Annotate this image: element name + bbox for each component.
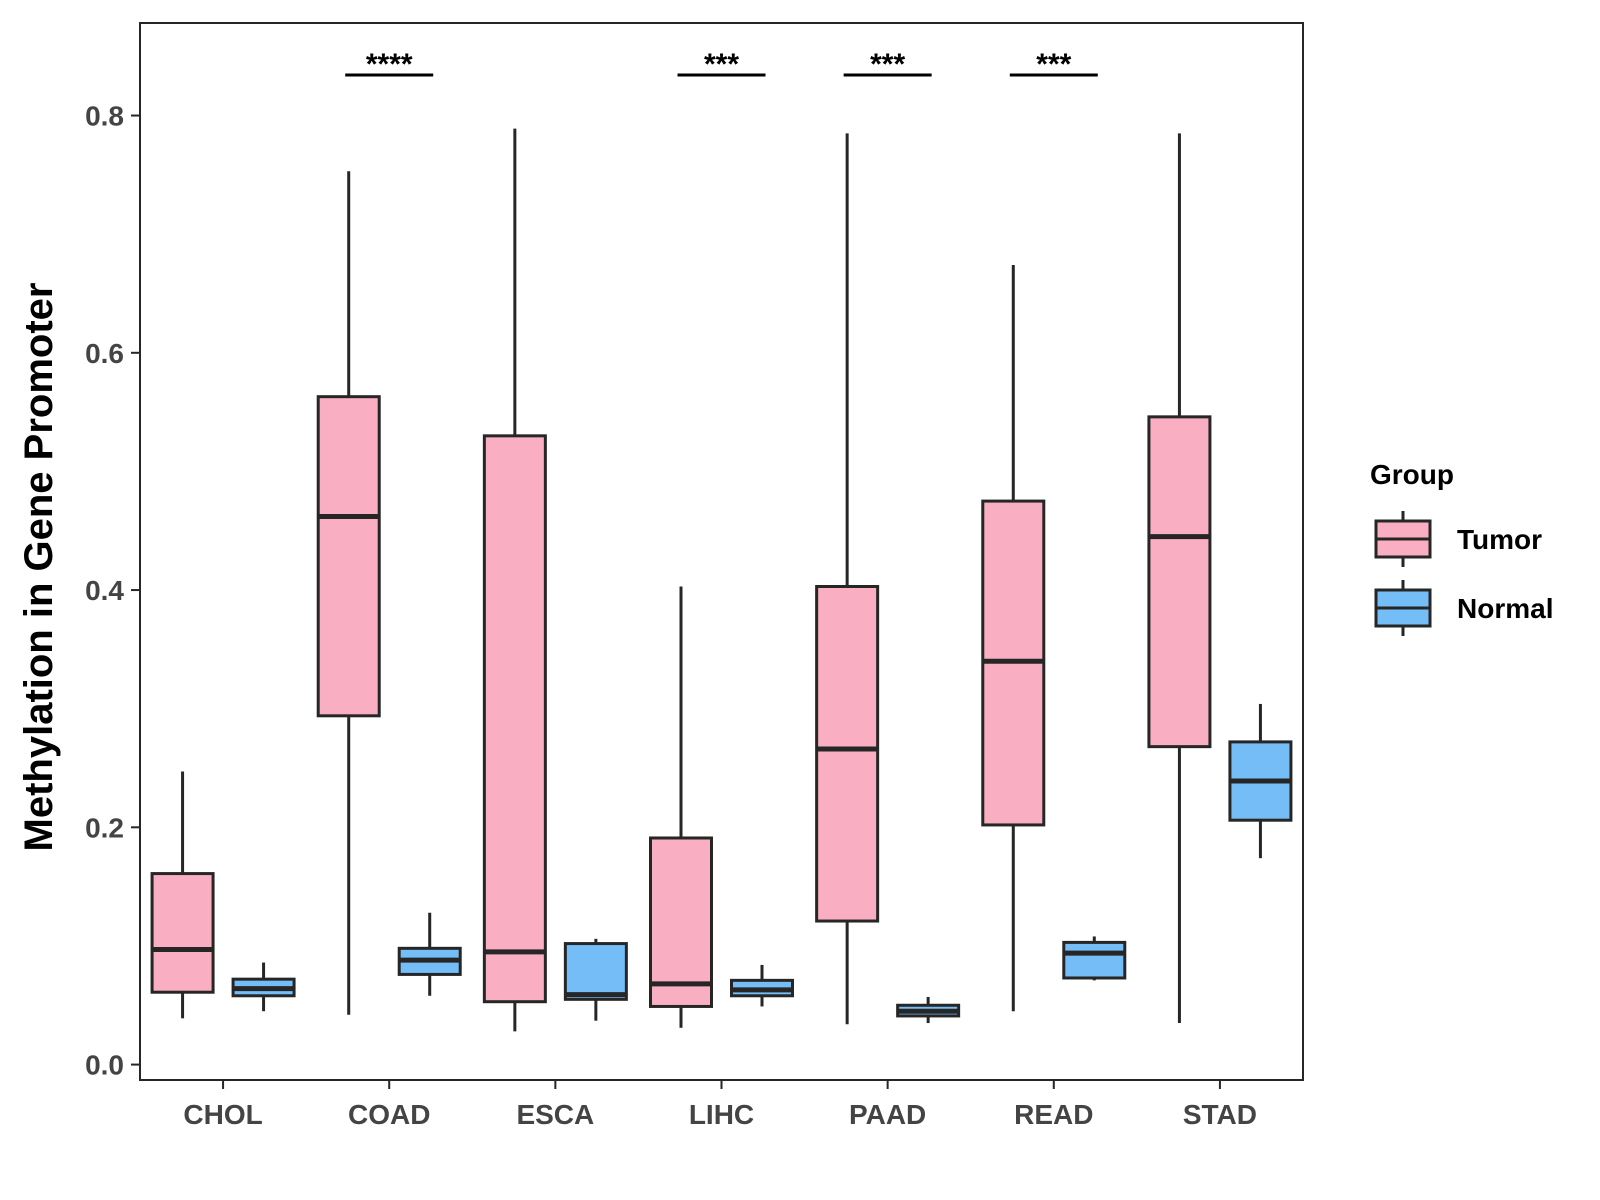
significance-label: *** <box>1036 48 1071 81</box>
box-tumor-read <box>981 265 1046 1012</box>
y-axis: 0.0 0.2 0.4 0.6 0.8 <box>85 101 140 1081</box>
box-iqr <box>1147 415 1212 749</box>
legend-title: Group <box>1370 459 1454 490</box>
legend-label: Normal <box>1457 593 1553 624</box>
box-iqr <box>150 872 215 994</box>
y-axis-title: Methylation in Gene Promoter <box>17 283 61 852</box>
box-tumor-lihc <box>649 586 713 1028</box>
legend-label: Tumor <box>1457 524 1542 555</box>
legend-item-normal: Normal <box>1374 580 1553 636</box>
box-iqr <box>482 434 547 1004</box>
box-tumor-chol <box>150 771 215 1019</box>
y-tick-label: 0.0 <box>85 1050 124 1081</box>
significance-label: **** <box>366 48 413 81</box>
box-iqr <box>563 942 628 1001</box>
y-tick-label: 0.4 <box>85 575 124 606</box>
y-tick-label: 0.6 <box>85 338 124 369</box>
y-tick-label: 0.2 <box>85 812 124 843</box>
x-tick-label: STAD <box>1183 1099 1257 1130</box>
box-normal-esca <box>563 938 628 1021</box>
box-iqr <box>316 395 381 718</box>
box-tumor-coad <box>316 171 381 1015</box>
box-tumor-esca <box>482 128 547 1032</box>
significance-annotations: **** *** *** *** <box>345 48 1098 81</box>
box-normal-read <box>1062 936 1127 981</box>
box-iqr <box>649 836 713 1008</box>
legend-item-tumor: Tumor <box>1374 511 1542 567</box>
x-axis: CHOL COAD ESCA LIHC PAAD READ STAD <box>183 1080 1257 1130</box>
box-normal-coad <box>397 912 462 996</box>
legend: Group Tumor Normal <box>1370 459 1553 636</box>
box-tumor-paad <box>815 133 880 1025</box>
y-tick-label: 0.8 <box>85 101 124 132</box>
x-tick-label: CHOL <box>183 1099 262 1130</box>
x-tick-label: PAAD <box>849 1099 926 1130</box>
x-tick-label: ESCA <box>516 1099 594 1130</box>
x-tick-label: COAD <box>348 1099 430 1130</box>
box-iqr <box>1062 940 1127 980</box>
box-normal-chol <box>231 962 296 1012</box>
box-iqr <box>815 584 880 923</box>
box-normal-paad <box>896 996 961 1024</box>
box-normal-stad <box>1228 703 1293 859</box>
x-tick-label: LIHC <box>689 1099 754 1130</box>
significance-label: *** <box>870 48 905 81</box>
plot-panel <box>139 22 1304 1081</box>
significance-label: *** <box>704 48 739 81</box>
box-series <box>150 128 1293 1032</box>
x-tick-label: READ <box>1014 1099 1093 1130</box>
box-normal-lihc <box>730 964 794 1007</box>
box-tumor-stad <box>1147 133 1212 1024</box>
